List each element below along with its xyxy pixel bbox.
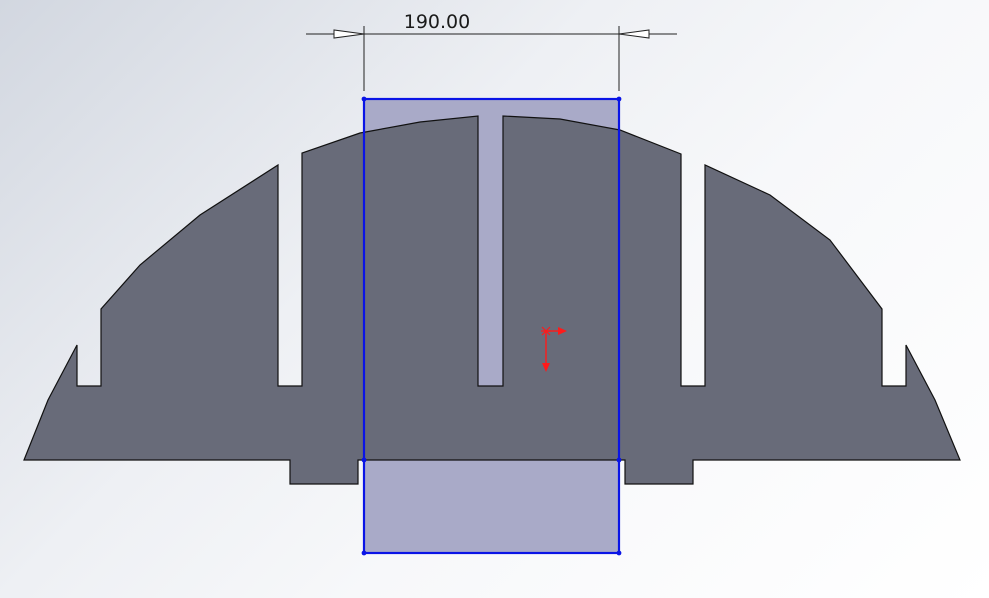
sketch-point-bottom-right[interactable] <box>616 550 622 556</box>
sketch-point-mid-left[interactable] <box>361 457 367 463</box>
sketch-rectangle[interactable] <box>362 97 621 555</box>
sketch-point-top-right[interactable] <box>616 96 622 102</box>
sketch-point-top-left[interactable] <box>361 96 367 102</box>
sketch-vertices[interactable] <box>361 96 622 556</box>
dimension-value[interactable]: 190.00 <box>404 11 470 33</box>
dimension-arrow-right <box>618 29 650 39</box>
sketch-point-mid-right[interactable] <box>616 457 622 463</box>
dimension-arrow-left <box>333 29 365 39</box>
sketch-point-bottom-left[interactable] <box>361 550 367 556</box>
part-profile <box>23 115 961 485</box>
sketch-origin-icon <box>541 326 567 372</box>
smart-dimension[interactable]: 190.00 <box>306 11 677 91</box>
